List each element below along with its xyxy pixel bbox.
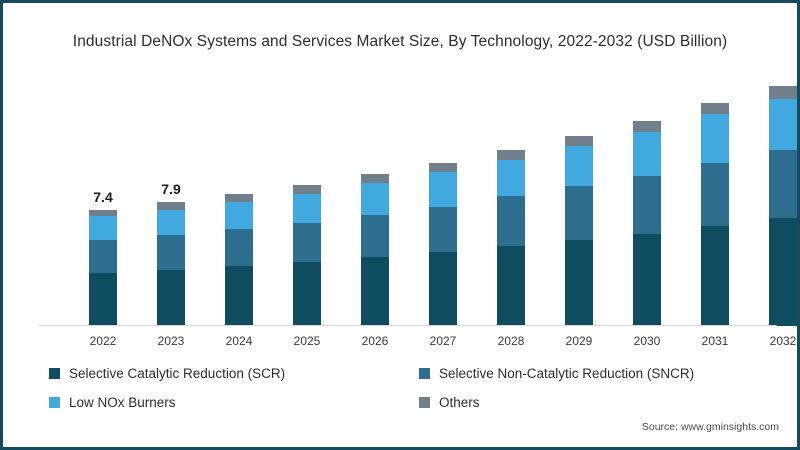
chart-legend: Selective Catalytic Reduction (SCR) Selec… (49, 366, 749, 410)
bar-column[interactable] (701, 103, 729, 326)
bar-column[interactable] (633, 120, 661, 326)
bar-column[interactable]: 7.9 (157, 181, 185, 326)
legend-swatch-icon (419, 397, 430, 408)
bar-segment (293, 222, 321, 262)
legend-item[interactable]: Selective Catalytic Reduction (SCR) (49, 366, 419, 381)
bar-segment (633, 233, 661, 326)
bar-segment (361, 257, 389, 326)
x-axis-tick-2027: 2027 (429, 334, 457, 348)
bar-segment (225, 228, 253, 267)
x-axis-tick-2025: 2025 (293, 334, 321, 348)
bar-segment (89, 210, 117, 217)
plot-area: 7.4 7.9 (39, 83, 797, 326)
bar-segment (497, 159, 525, 196)
bar-column[interactable] (497, 150, 525, 326)
legend-label: Low NOx Burners (69, 395, 176, 410)
bar-segment (293, 261, 321, 326)
bar-segment (565, 136, 593, 146)
chart-title: Industrial DeNOx Systems and Services Ma… (72, 33, 728, 50)
x-axis-tick-2032: 2032 (769, 334, 797, 348)
bar-segment (225, 266, 253, 326)
bar-column[interactable]: 7.4 (89, 189, 117, 326)
bar-segment (429, 172, 457, 207)
bar-segment (89, 272, 117, 326)
source-attribution: Source: www.gminsights.com (641, 421, 779, 433)
bar-segment (633, 120, 661, 132)
bar-segment (361, 214, 389, 258)
legend-label: Selective Non-Catalytic Reduction (SNCR) (439, 366, 695, 381)
x-axis-tick-2023: 2023 (157, 334, 185, 348)
bar-segment (701, 114, 729, 163)
bar-column[interactable] (429, 162, 457, 326)
bar-segment (225, 202, 253, 229)
legend-swatch-icon (419, 368, 430, 379)
bar-segment (361, 173, 389, 184)
bar-segment (497, 195, 525, 247)
bar-segment (157, 269, 185, 326)
bar-segment (429, 162, 457, 173)
bar-segment (293, 184, 321, 195)
x-axis-tick-2030: 2030 (633, 334, 661, 348)
bar-segment (769, 86, 797, 99)
bar-column[interactable] (225, 194, 253, 326)
bar-segment (633, 175, 661, 234)
x-axis-tick-2022: 2022 (89, 334, 117, 348)
bar-column[interactable] (293, 184, 321, 326)
legend-item[interactable]: Selective Non-Catalytic Reduction (SNCR) (419, 366, 749, 381)
legend-swatch-icon (49, 397, 60, 408)
bar-segment (769, 217, 797, 326)
legend-swatch-icon (49, 368, 60, 379)
x-axis-tick-2029: 2029 (565, 334, 593, 348)
legend-label: Selective Catalytic Reduction (SCR) (69, 366, 286, 381)
x-axis-tick-2028: 2028 (497, 334, 525, 348)
x-axis-tick-2024: 2024 (225, 334, 253, 348)
bar-segment (89, 216, 117, 240)
bar-segment (293, 194, 321, 223)
x-axis-tick-2026: 2026 (361, 334, 389, 348)
bar-value-label: 7.9 (161, 181, 181, 198)
bar-value-label: 7.4 (93, 189, 113, 205)
bar-segment (565, 186, 593, 240)
bar-segment (157, 202, 185, 210)
bar-segment (565, 145, 593, 187)
bar-column[interactable] (769, 86, 797, 326)
bar-segment (497, 150, 525, 160)
bar-segment (769, 98, 797, 151)
legend-item[interactable]: Others (419, 395, 749, 410)
bar-segment (497, 246, 525, 326)
bar-segment (701, 162, 729, 226)
bar-segment (633, 131, 661, 176)
bar-segment (429, 206, 457, 253)
legend-label: Others (439, 395, 480, 410)
x-axis-tick-2031: 2031 (701, 334, 729, 348)
bar-segment (225, 194, 253, 203)
bar-segment (429, 252, 457, 326)
axis-baseline (39, 325, 777, 326)
bar-segment (701, 225, 729, 326)
legend-item[interactable]: Low NOx Burners (49, 395, 419, 410)
bar-column[interactable] (361, 173, 389, 326)
bar-segment (157, 235, 185, 270)
bar-segment (769, 150, 797, 218)
bar-column[interactable] (565, 136, 593, 326)
bar-segment (361, 183, 389, 215)
bar-segment (565, 239, 593, 326)
bar-segment (89, 239, 117, 273)
bar-segment (701, 103, 729, 115)
bar-segment (157, 210, 185, 236)
